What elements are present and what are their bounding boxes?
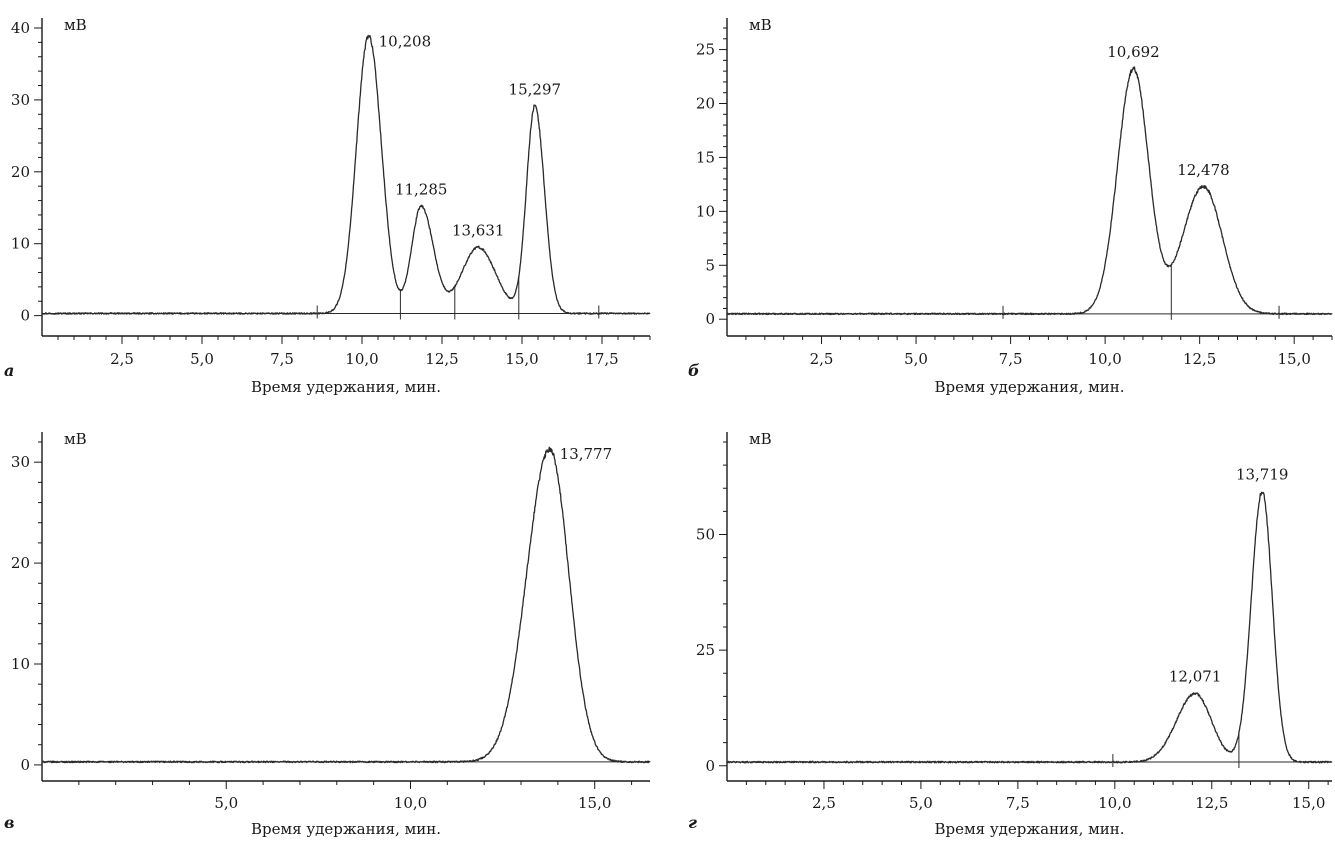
x-axis-title: Время удержания, мин. [251,820,441,838]
x-tick-label: 10,0 [1088,350,1121,368]
y-tick-label: 10 [696,202,715,220]
y-tick-label: 0 [705,310,715,328]
y-tick-label: 25 [696,641,715,659]
chromatogram-panel-a: 0 10 20 30 40 2,5 5,0 7,5 10,0 12,5 15,0 17,5 мВ Врем… [4,16,651,396]
chromatogram-trace [726,491,1333,764]
panel-letter: в [4,813,15,832]
y-unit-label: мВ [749,430,772,448]
y-unit-label: мВ [749,16,772,34]
panel-letter: г [688,813,697,832]
chromatogram-panel-d: 0 25 50 2,5 5,0 7,5 10,0 12,5 15,0 мВ Время удержа… [688,430,1333,838]
x-tick-label: 10,0 [394,794,427,812]
x-axis-title: Время удержания, мин. [934,378,1124,396]
axes-a: 0 10 20 30 40 2,5 5,0 7,5 10,0 12,5 15,0 17,5 [11,18,651,368]
panel-letter: б [688,361,700,380]
axes-c: 0 10 20 30 5,0 10,0 15,0 [11,432,650,812]
peak-retention-label: 11,285 [395,180,448,198]
y-tick-label: 40 [11,19,30,37]
x-tick-label: 2,5 [812,794,836,812]
chromatogram-trace [41,446,651,764]
axes-d: 0 25 50 2,5 5,0 7,5 10,0 12,5 15,0 [696,432,1332,812]
x-tick-label: 2,5 [810,350,834,368]
chromatogram-panel-c: 0 10 20 30 5,0 10,0 15,0 мВ Время удержания, мин… [4,430,651,838]
x-tick-label: 10,0 [1098,794,1131,812]
chromatogram-trace [726,66,1333,316]
x-tick-label: 12,5 [1195,794,1228,812]
peak-retention-label: 15,297 [509,80,562,98]
x-axis-title: Время удержания, мин. [934,820,1124,838]
x-axis-title: Время удержания, мин. [251,378,441,396]
peak-retention-label: 13,631 [452,222,505,240]
x-tick-label: 17,5 [585,350,618,368]
x-tick-label: 15,0 [1277,350,1310,368]
x-tick-label: 15,0 [578,794,611,812]
y-tick-label: 0 [705,757,715,775]
x-tick-label: 15,0 [505,350,538,368]
x-tick-label: 5,0 [190,350,214,368]
x-tick-label: 7,5 [999,350,1023,368]
peak-retention-label: 10,692 [1107,43,1160,61]
x-tick-label: 5,0 [904,350,928,368]
y-tick-label: 20 [696,95,715,113]
y-tick-label: 5 [705,256,715,274]
chromatogram-trace [41,34,651,315]
x-tick-label: 7,5 [1006,794,1030,812]
chromatogram-panel-b: 0 5 10 15 20 25 2,5 5,0 7,5 10,0 12,5 15,0 мВ Время у… [688,16,1333,396]
y-tick-label: 20 [11,554,30,572]
y-tick-label: 30 [11,453,30,471]
y-tick-label: 0 [20,307,30,325]
x-tick-label: 5,0 [909,794,933,812]
y-unit-label: мВ [64,16,87,34]
peak-retention-label: 13,777 [560,445,613,463]
x-tick-label: 15,0 [1292,794,1325,812]
peak-retention-label: 12,071 [1169,668,1222,686]
y-tick-label: 50 [696,526,715,544]
axes-b: 0 5 10 15 20 25 2,5 5,0 7,5 10,0 12,5 15,0 [696,18,1333,368]
y-tick-label: 25 [696,41,715,59]
y-tick-label: 10 [11,655,30,673]
y-tick-label: 0 [20,756,30,774]
panel-letter: а [4,361,14,380]
y-tick-label: 20 [11,163,30,181]
y-tick-label: 10 [11,235,30,253]
peak-retention-label: 12,478 [1177,161,1230,179]
y-unit-label: мВ [64,430,87,448]
x-tick-label: 12,5 [1183,350,1216,368]
x-tick-label: 2,5 [110,350,134,368]
y-tick-label: 15 [696,148,715,166]
peak-retention-label: 13,719 [1236,465,1289,483]
x-tick-label: 5,0 [214,794,238,812]
x-tick-label: 12,5 [425,350,458,368]
y-tick-label: 30 [11,91,30,109]
x-tick-label: 7,5 [270,350,294,368]
peak-retention-label: 10,208 [379,32,432,50]
x-tick-label: 10,0 [345,350,378,368]
